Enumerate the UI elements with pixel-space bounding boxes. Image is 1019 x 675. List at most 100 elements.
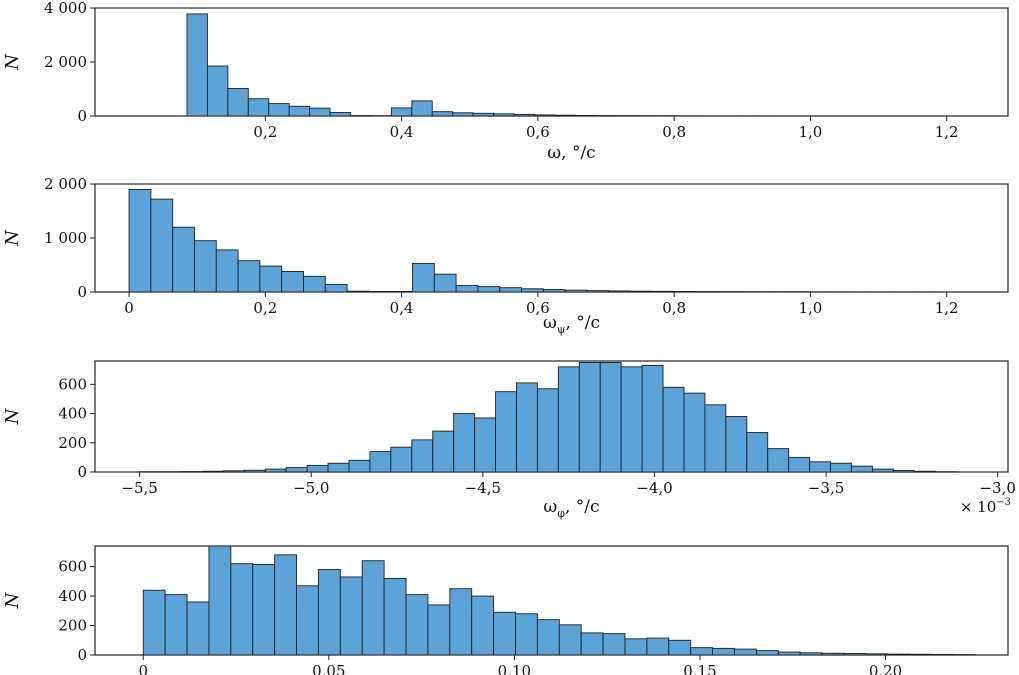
histogram-bar [186,13,208,117]
histogram-bar [871,468,894,473]
x-axis-label-subscript: ψ [557,323,566,336]
y-tick-label: 0 [77,283,87,301]
histogram-bar [208,545,232,656]
histogram-bar [405,594,429,656]
histogram-bar [281,271,304,293]
histogram-bar [788,456,811,473]
x-tick-label: 0,20 [869,662,902,675]
histogram-bar [809,461,831,473]
x-tick-label: 0,4 [390,299,414,317]
histogram-bar [521,288,544,293]
x-axis-label-main: ω [543,497,557,517]
histogram-bar [390,107,413,117]
histogram-bar [641,364,664,473]
y-axis-label: N [2,591,23,609]
x-tick-label: 0,15 [683,662,716,675]
histogram-bar [662,386,685,473]
histogram-bar [327,462,350,473]
y-axis-label: N [2,229,23,247]
histogram-bar [449,588,473,656]
y-tick-label: 2 000 [44,175,87,193]
histogram-bar [296,585,319,656]
histogram-bar [704,404,727,473]
histogram-bar [383,577,407,656]
histogram-bar [557,366,580,473]
histogram-bar [777,651,801,656]
y-tick-label: 0 [77,646,87,664]
histogram-bar [201,470,224,473]
histogram-bar [843,653,867,656]
x-tick-label: 0,2 [253,299,277,317]
histogram-bar [865,653,889,656]
histogram-bar [411,100,433,117]
histogram-bar [602,633,626,656]
histogram-bar [887,653,911,656]
histogram-bar [620,366,643,473]
histogram-bar [274,554,297,656]
histogram-bar [346,290,370,293]
histogram-bar [516,382,538,473]
histogram-bar [534,114,556,117]
histogram-bar [230,563,254,656]
histogram-bar [608,290,631,293]
histogram-bar [361,560,385,656]
histogram-bar [433,273,457,293]
histogram-bar [411,439,434,473]
y-tick-label: 600 [58,375,87,393]
x-axis-label-subscript: φ [557,507,565,520]
histogram-bar [142,589,166,656]
y-tick-label: 1 000 [44,229,87,247]
histogram-bar [306,464,329,473]
histogram-bar [493,611,516,656]
y-tick-label: 0 [77,463,87,481]
x-tick-label: 0,05 [312,662,345,675]
histogram-bar [558,624,582,656]
histogram-bar [931,653,954,656]
histogram-bar [493,113,515,117]
histogram-omega-phi: −5,5 −5,0 −4,5 −4,0 −3,5 −3,0 0 200 400 600 Nωφ, °… [2,360,1016,520]
histogram-bar [431,111,454,117]
histogram-bar [499,287,522,293]
histogram-omega-4: 0 0,05 0,10 0,15 0,20 0 200 400 600 N [2,545,1009,675]
x-tick-label: 0,8 [662,299,686,317]
histogram-bar [892,470,915,473]
histogram-bar [821,652,845,656]
histogram-bar [128,188,152,293]
histogram-bar [913,470,936,473]
histogram-bar [227,88,249,117]
histogram-bar [909,653,932,656]
axis-offset-text: × 10−3 [960,497,1011,516]
histogram-bar [580,632,604,656]
histogram-bar [472,112,495,117]
x-axis-label-unit: , °/c [565,313,600,333]
histogram-bar [564,289,588,293]
histogram-bar [554,114,576,117]
y-tick-label: 200 [58,434,87,452]
histogram-bar [712,647,735,656]
axis-offset-exponent: −3 [996,497,1011,508]
x-tick-label: −3,0 [979,479,1015,497]
histogram-bar [515,613,538,656]
histogram-bar [368,291,392,293]
x-tick-label: 1,0 [798,123,822,141]
histogram-bar [285,467,308,473]
x-tick-label: 0,10 [498,662,531,675]
histogram-bar [164,594,188,656]
histogram-bar [288,105,311,117]
histogram-bar [495,391,517,473]
histogram-bar [432,430,455,473]
histogram-bar [324,283,348,293]
y-tick-label: 4 000 [44,0,87,17]
histogram-bar [222,470,245,473]
histogram-bar [474,417,497,473]
histogram-bar [452,112,474,117]
x-tick-label: −5,0 [293,479,329,497]
x-axis-label: ωφ, °/c [543,497,599,520]
histogram-bar [830,462,852,473]
x-axis-label-unit: , °/c [565,497,600,517]
histogram-omega: 0,2 0,4 0,6 0,8 1,0 1,2 0 2 000 4 000 Nω, °/c [2,0,1009,163]
x-tick-label: 0,6 [526,299,550,317]
histogram-bar [303,275,326,293]
histogram-bar [574,115,597,117]
